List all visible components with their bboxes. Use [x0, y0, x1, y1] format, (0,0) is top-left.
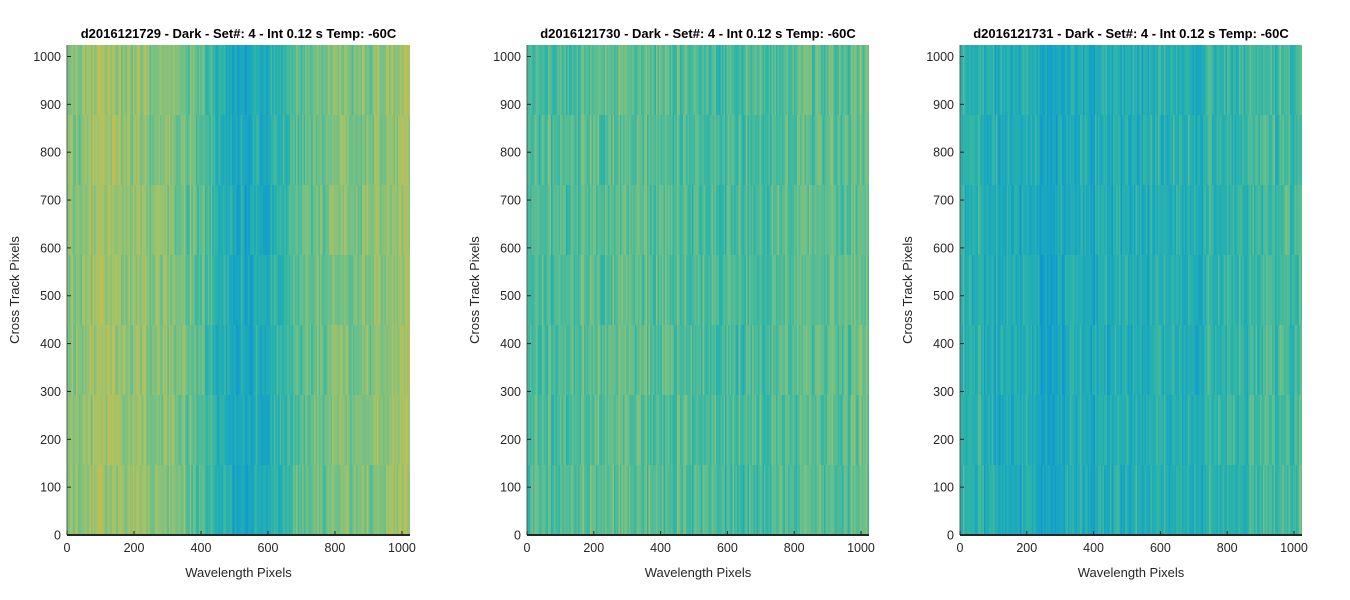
y-tick-label: 700 [500, 194, 521, 208]
y-tick-label: 200 [40, 433, 61, 447]
y-tick-label: 200 [500, 433, 521, 447]
y-tick-label: 0 [947, 529, 954, 543]
x-tick-label: 600 [717, 541, 738, 555]
panel-1: d2016121729 - Dark - Set#: 4 - Int 0.12 … [7, 26, 416, 580]
y-tick-label: 500 [40, 289, 61, 303]
x-tick-label: 200 [124, 541, 145, 555]
x-tick-label: 200 [583, 541, 604, 555]
heatmap-image [960, 45, 1302, 535]
x-tick-label: 600 [258, 541, 279, 555]
y-tick-label: 100 [933, 481, 954, 495]
x-tick-label: 800 [784, 541, 805, 555]
y-tick-label: 500 [933, 289, 954, 303]
x-tick-label: 400 [650, 541, 671, 555]
x-tick-label: 800 [1217, 541, 1238, 555]
y-tick-label: 100 [40, 481, 61, 495]
y-tick-label: 1000 [493, 50, 521, 64]
y-tick-label: 300 [40, 385, 61, 399]
y-axis-label: Cross Track Pixels [467, 236, 482, 344]
x-tick-label: 1000 [847, 541, 875, 555]
x-tick-label: 0 [524, 541, 531, 555]
x-tick-label: 1000 [388, 541, 416, 555]
y-tick-label: 800 [500, 146, 521, 160]
heatmap-image [67, 45, 410, 535]
x-axis-label: Wavelength Pixels [645, 565, 752, 580]
y-tick-label: 1000 [926, 50, 954, 64]
y-tick-label: 0 [514, 529, 521, 543]
x-tick-label: 400 [191, 541, 212, 555]
y-tick-label: 300 [500, 385, 521, 399]
y-axis-label: Cross Track Pixels [900, 236, 915, 344]
x-tick-label: 200 [1016, 541, 1037, 555]
y-tick-label: 400 [40, 337, 61, 351]
x-axis-label: Wavelength Pixels [1078, 565, 1185, 580]
y-tick-label: 900 [40, 98, 61, 112]
y-tick-label: 1000 [33, 50, 61, 64]
y-tick-label: 100 [500, 481, 521, 495]
x-tick-label: 1000 [1280, 541, 1308, 555]
y-tick-label: 700 [933, 194, 954, 208]
y-tick-label: 400 [933, 337, 954, 351]
y-tick-label: 900 [500, 98, 521, 112]
x-tick-label: 0 [957, 541, 964, 555]
y-tick-label: 200 [933, 433, 954, 447]
y-tick-label: 800 [40, 146, 61, 160]
x-tick-label: 600 [1150, 541, 1171, 555]
y-tick-label: 400 [500, 337, 521, 351]
panel-3: d2016121731 - Dark - Set#: 4 - Int 0.12 … [900, 26, 1308, 580]
y-tick-label: 800 [933, 146, 954, 160]
x-tick-label: 400 [1083, 541, 1104, 555]
panel-2: d2016121730 - Dark - Set#: 4 - Int 0.12 … [467, 26, 875, 580]
heatmap-image [527, 45, 869, 535]
y-tick-label: 500 [500, 289, 521, 303]
y-tick-label: 700 [40, 194, 61, 208]
chart-title: d2016121729 - Dark - Set#: 4 - Int 0.12 … [81, 26, 397, 41]
y-tick-label: 600 [40, 241, 61, 255]
x-tick-label: 0 [64, 541, 71, 555]
chart-title: d2016121731 - Dark - Set#: 4 - Int 0.12 … [973, 26, 1289, 41]
y-tick-label: 600 [500, 241, 521, 255]
y-tick-label: 600 [933, 241, 954, 255]
y-tick-label: 0 [54, 529, 61, 543]
y-tick-label: 900 [933, 98, 954, 112]
y-axis-label: Cross Track Pixels [7, 236, 22, 344]
x-tick-label: 800 [325, 541, 346, 555]
x-axis-label: Wavelength Pixels [185, 565, 292, 580]
chart-title: d2016121730 - Dark - Set#: 4 - Int 0.12 … [540, 26, 856, 41]
y-tick-label: 300 [933, 385, 954, 399]
